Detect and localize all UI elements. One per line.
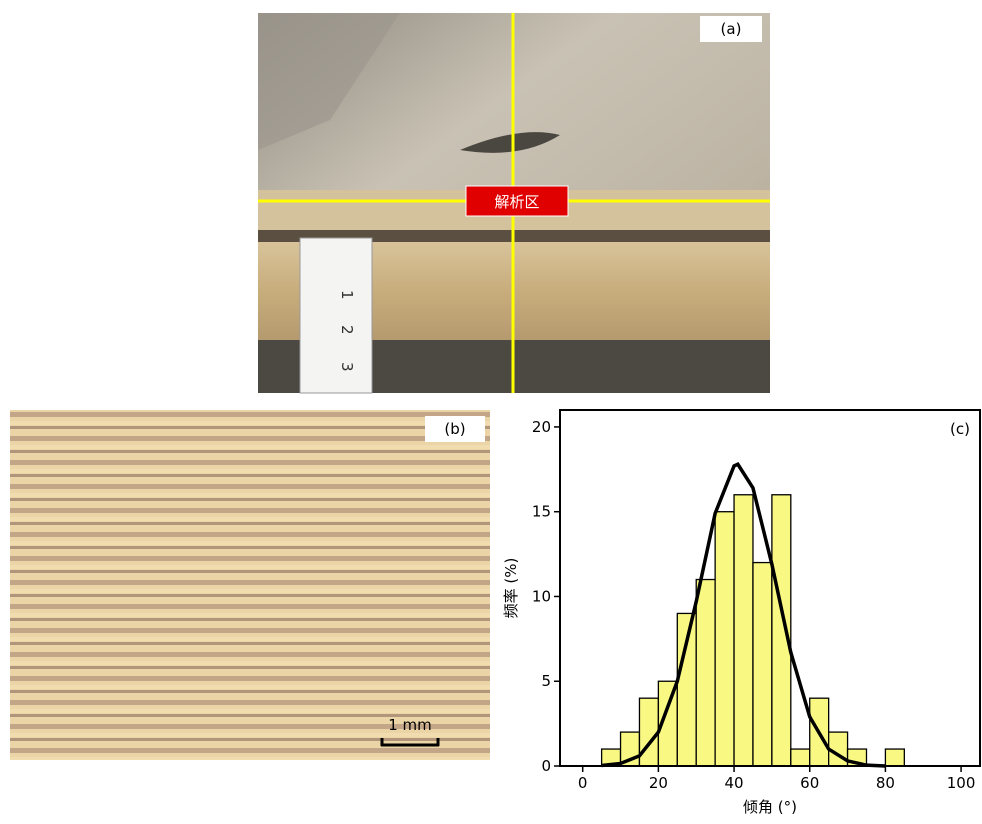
x-tick-label: 40 <box>725 774 744 792</box>
bar <box>791 749 810 766</box>
scale-bar-label: 1 mm <box>388 716 432 734</box>
y-axis-label: 频率 (%) <box>502 558 520 619</box>
y-tick-label: 20 <box>532 418 551 436</box>
x-tick-label: 80 <box>876 774 895 792</box>
histogram-chart: 0 20 40 60 80 100 0 5 10 15 20 倾角 (°) 频率 (%) (c) <box>502 410 980 816</box>
annotation: 解析区 <box>494 193 539 211</box>
panel-label: (b) <box>444 420 465 438</box>
bar <box>696 580 715 766</box>
panel-label: (a) <box>721 20 742 38</box>
y-tick-label: 0 <box>541 757 551 775</box>
x-tick-label: 0 <box>578 774 588 792</box>
photo-b <box>10 410 490 760</box>
bar <box>715 512 734 766</box>
ruler-label: 2 <box>338 325 356 335</box>
y-tick-label: 15 <box>532 503 551 521</box>
y-tick-label: 10 <box>532 587 551 605</box>
bar <box>753 563 772 766</box>
bar <box>734 495 753 766</box>
ruler-label: 1 <box>338 290 356 300</box>
x-axis-label: 倾角 (°) <box>743 798 797 816</box>
bar <box>639 698 658 766</box>
figure: 1 2 3 解析区 (a) (b) 1 mm 0 20 40 60 80 100 0 5 10 1… <box>0 0 982 820</box>
x-tick-label: 100 <box>947 774 976 792</box>
bar <box>885 749 904 766</box>
x-tick-label: 60 <box>800 774 819 792</box>
panel-label: (c) <box>950 420 970 438</box>
bar <box>772 495 791 766</box>
ruler-label: 3 <box>338 362 356 372</box>
y-tick-label: 5 <box>541 672 551 690</box>
x-tick-label: 20 <box>649 774 668 792</box>
